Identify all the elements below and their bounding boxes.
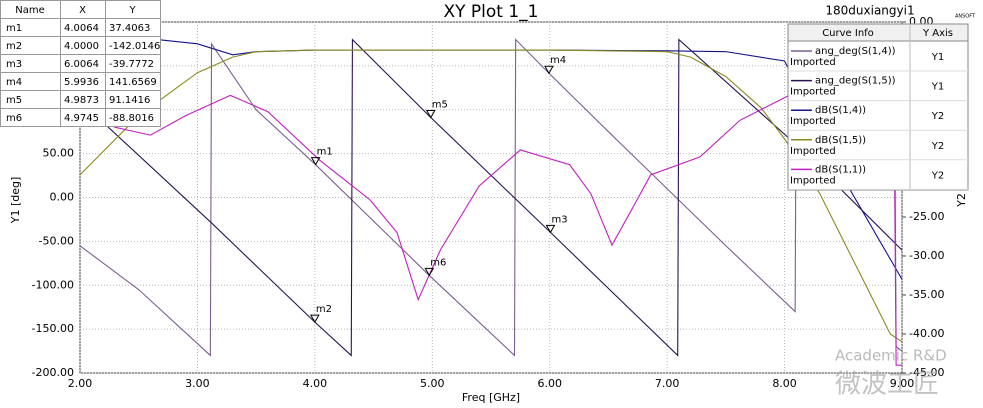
table-value: 141.6569 [109, 77, 157, 88]
table-value: m4 [6, 77, 22, 88]
table-value: 4.9873 [64, 95, 99, 106]
legend-source: Imported [790, 87, 836, 98]
legend-source: Imported [790, 57, 836, 68]
y2-tick-label: -35.00 [909, 288, 944, 301]
subtitle: 180duxiangyi1 [825, 4, 914, 18]
marker-triangle [544, 65, 554, 75]
y-tick-label: 0.00 [50, 191, 75, 204]
table-header: Y [128, 5, 136, 16]
legend-name: ang_deg(S(1,4)) [815, 46, 896, 57]
table-value: m5 [6, 95, 22, 106]
y2-axis-label: Y2 [955, 193, 968, 208]
logo: ANSOFT [955, 14, 976, 20]
legend-axis: Y1 [931, 82, 944, 93]
table-value: m1 [6, 23, 22, 34]
table-value: 4.0064 [64, 23, 99, 34]
marker-label: m3 [551, 214, 567, 225]
x-tick-label: 3.00 [185, 377, 210, 390]
x-tick-label: 2.00 [68, 377, 93, 390]
watermark: 微波工匠 [835, 370, 939, 400]
table-value: 5.9936 [64, 77, 99, 88]
table-value: m6 [6, 113, 22, 124]
chart-title: XY Plot 1_1 [443, 2, 538, 22]
table-value: m2 [6, 41, 22, 52]
legend-name: dB(S(1,5)) [815, 135, 866, 146]
watermark: Academic R&D [835, 347, 947, 365]
marker-triangle [424, 267, 435, 277]
table-value: 4.0000 [64, 41, 99, 52]
series-line [80, 49, 902, 343]
marker-triangle [425, 110, 436, 119]
legend-source: Imported [790, 175, 836, 186]
y-tick-label: -150.00 [32, 322, 74, 335]
marker-label: m5 [432, 100, 448, 111]
y2-tick-label: -45.00 [909, 366, 944, 379]
marker-triangle [309, 314, 320, 324]
legend-source: Imported [790, 146, 836, 157]
x-tick-label: 8.00 [772, 377, 797, 390]
table-cell [105, 108, 161, 127]
y-tick-label: -200.00 [32, 366, 74, 379]
legend-axis: Y2 [931, 111, 944, 122]
marker-triangle [310, 157, 321, 166]
marker-triangle [545, 224, 556, 234]
legend-axis: Y2 [931, 170, 944, 181]
table-value: 91.1416 [109, 95, 150, 106]
legend-name: ang_deg(S(1,5)) [815, 76, 896, 87]
table-value: -39.7772 [109, 59, 154, 70]
legend-name: dB(S(1,4)) [815, 105, 866, 116]
table-value: -88.8016 [109, 113, 154, 124]
y2-tick-label: -30.00 [909, 249, 944, 262]
x-tick-label: 7.00 [655, 377, 680, 390]
table-value: 6.0064 [64, 59, 99, 70]
marker-label: m6 [430, 257, 446, 268]
legend-header: Curve Info [822, 28, 874, 39]
legend-source: Imported [790, 116, 836, 127]
legend-header: Y Axis [922, 28, 953, 39]
y2-tick-label: -25.00 [909, 210, 944, 223]
table-header: Name [15, 5, 45, 16]
y-tick-label: -100.00 [32, 278, 74, 291]
x-tick-label: 9.00 [890, 377, 915, 390]
x-axis-label: Freq [GHz] [462, 391, 520, 404]
marker-label: m2 [316, 304, 332, 315]
y-axis-label: Y1 [deg] [9, 177, 22, 225]
legend-axis: Y1 [931, 52, 944, 63]
y2-tick-label: -40.00 [909, 327, 944, 340]
legend-name: dB(S(1,1)) [815, 164, 866, 175]
y-tick-label: -50.00 [39, 234, 74, 247]
table-header: X [79, 5, 86, 16]
x-tick-label: 6.00 [537, 377, 562, 390]
marker-label: m4 [550, 55, 566, 66]
x-tick-label: 4.00 [303, 377, 328, 390]
table-value: 37.4063 [109, 23, 150, 34]
legend-axis: Y2 [931, 141, 944, 152]
legend-header-bg [787, 23, 969, 42]
table-value: 4.9745 [64, 113, 99, 124]
x-tick-label: 5.00 [420, 377, 445, 390]
table-value: m3 [6, 59, 22, 70]
y-tick-label: 50.00 [43, 147, 75, 160]
table-value: -142.0146 [109, 41, 160, 52]
marker-label: m1 [317, 147, 333, 158]
